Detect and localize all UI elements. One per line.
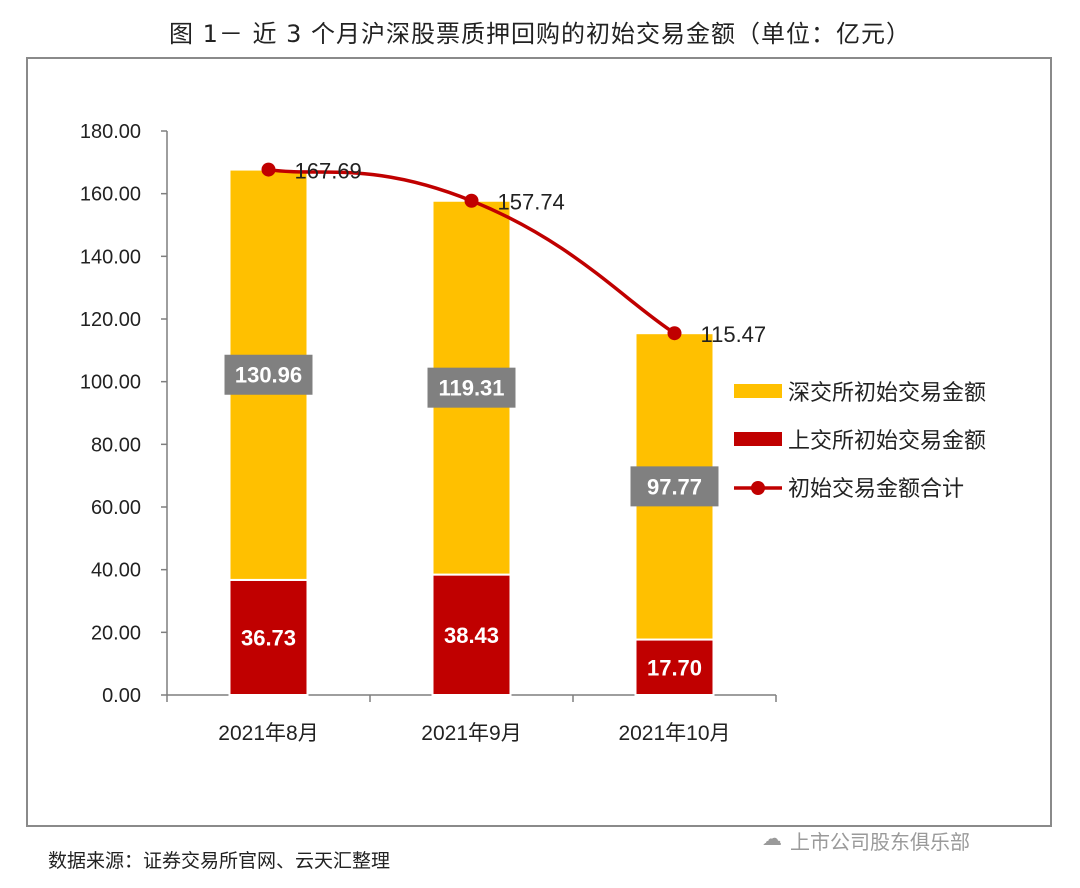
- x-category-label: 2021年8月: [218, 722, 318, 745]
- total-point: [667, 326, 682, 341]
- data-label-box-szse: [630, 466, 719, 507]
- chart-title: 图 1－ 近 3 个月沪深股票质押回购的初始交易金额（单位：亿元）: [168, 20, 912, 48]
- total-point: [261, 162, 276, 177]
- data-label-sse: 17.70: [647, 655, 702, 680]
- bar-sse: [431, 573, 512, 696]
- y-tick-label: 160.00: [80, 184, 141, 206]
- y-tick-label: 0.00: [102, 685, 141, 707]
- bar-sse: [634, 638, 715, 696]
- bar-sse: [228, 578, 309, 696]
- y-tick-label: 140.00: [80, 246, 141, 268]
- data-label-szse: 119.31: [438, 376, 504, 401]
- chart-frame: [26, 57, 1052, 827]
- y-tick-label: 40.00: [91, 560, 141, 582]
- data-source-note: 数据来源：证券交易所官网、云天汇整理: [48, 850, 391, 872]
- y-tick-label: 100.00: [80, 372, 141, 394]
- legend-label-total: 初始交易金额合计: [788, 477, 964, 502]
- x-category-label: 2021年10月: [618, 722, 730, 745]
- data-label-sse: 38.43: [444, 623, 499, 648]
- y-tick-label: 80.00: [91, 434, 141, 456]
- legend-label-sse: 上交所初始交易金额: [788, 429, 986, 454]
- y-tick-label: 60.00: [91, 497, 141, 519]
- total-point: [464, 193, 479, 208]
- data-label-szse: 97.77: [647, 474, 702, 499]
- y-tick-label: 120.00: [80, 309, 141, 331]
- data-label-szse: 130.96: [235, 363, 302, 388]
- legend-label-szse: 深交所初始交易金额: [788, 381, 986, 406]
- wechat-icon: ☁: [762, 826, 782, 850]
- legend-swatch-sse: [734, 432, 782, 446]
- data-label-box-szse: [224, 354, 313, 395]
- data-label-box-szse: [427, 367, 516, 408]
- y-tick-label: 180.00: [80, 121, 141, 143]
- data-label-sse: 36.73: [241, 625, 296, 650]
- y-tick-label: 20.00: [91, 622, 141, 644]
- legend-swatch-szse: [734, 384, 782, 398]
- legend-swatch-total-marker: [751, 481, 765, 495]
- x-category-label: 2021年9月: [421, 722, 521, 745]
- total-data-label: 115.47: [701, 322, 767, 347]
- watermark-text: 上市公司股东俱乐部: [790, 830, 970, 854]
- total-data-label: 167.69: [295, 159, 362, 184]
- total-data-label: 157.74: [498, 190, 565, 215]
